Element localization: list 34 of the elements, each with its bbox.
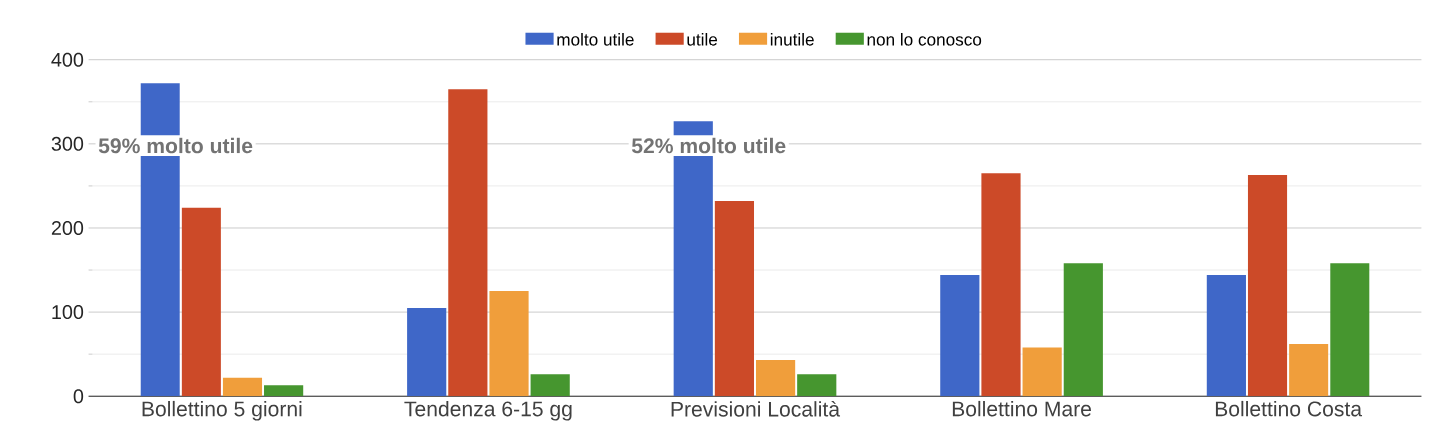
- bar: [1022, 347, 1062, 397]
- x-tick-label: Bollettino Costa: [1215, 400, 1363, 417]
- bar: [448, 88, 488, 397]
- bar: [264, 385, 304, 397]
- x-tick-label: Tendenza 6-15 gg: [404, 400, 572, 421]
- bar: [1206, 274, 1246, 397]
- x-tick-label: Bollettino 5 giorni: [142, 400, 302, 421]
- y-tick-label: 300: [51, 136, 84, 151]
- bar: [981, 173, 1021, 397]
- y-tick-label: 100: [52, 304, 84, 319]
- x-tick-label: Previsioni Località: [671, 400, 841, 417]
- annotation: 52% molto utile: [631, 137, 786, 154]
- bar: [1289, 343, 1329, 397]
- annotation: 59% molto utile: [98, 137, 253, 154]
- bar: [797, 374, 837, 397]
- legend-label: inutile: [770, 32, 814, 46]
- bar: [1063, 263, 1103, 397]
- bar: [407, 307, 447, 397]
- bar: [489, 290, 529, 397]
- bar: [1247, 174, 1288, 397]
- bar: [755, 359, 796, 397]
- bar: [530, 374, 570, 397]
- bar: [222, 377, 263, 397]
- legend-label: utile: [687, 32, 718, 46]
- bar: [714, 200, 755, 397]
- y-tick-label: 400: [51, 52, 84, 67]
- bar: [940, 274, 980, 397]
- bar: [1330, 263, 1370, 397]
- y-tick-label: 0: [73, 389, 84, 404]
- y-tick-label: 200: [51, 220, 84, 235]
- x-tick-label: Bollettino Mare: [952, 400, 1092, 417]
- bar: [181, 207, 221, 397]
- legend-label: molto utile: [557, 32, 634, 46]
- legend-label: non lo conosco: [867, 32, 982, 46]
